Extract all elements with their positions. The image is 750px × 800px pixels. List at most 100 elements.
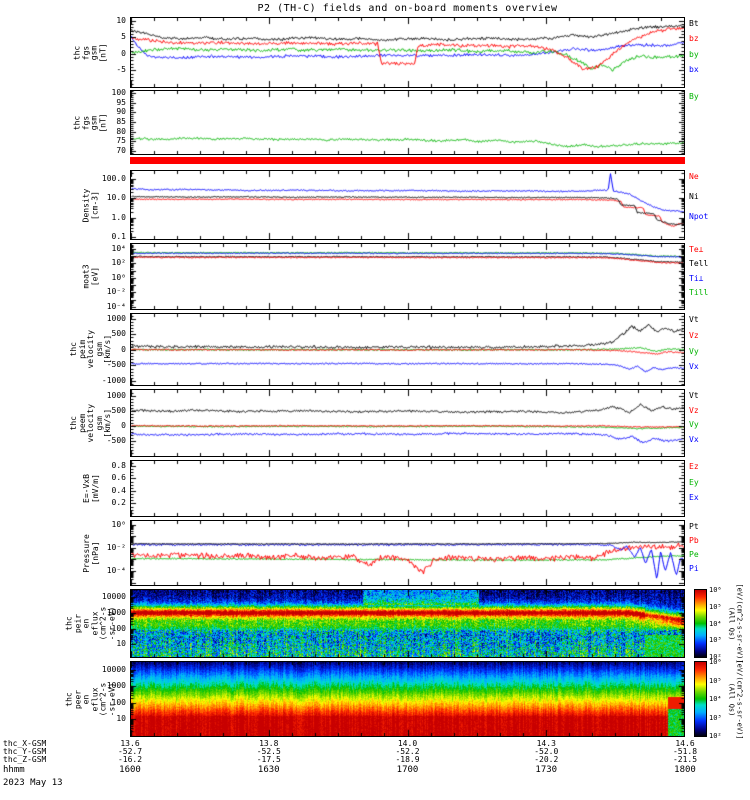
- ylabel-efield: E=-VxB [mV/m]: [76, 460, 106, 517]
- xaxis-value-2-2: -18.9: [395, 755, 420, 764]
- ylabel-text-pressure: Pressure [nPa]: [81, 533, 100, 573]
- ylabel-ele_spec: thc peer en eflux (cm^2-s -sr-eV): [65, 661, 117, 737]
- ytick-label-density-0: 100.0: [101, 173, 126, 183]
- ylabel-text-vi: thc peim velocity gsm [km/s]: [68, 330, 112, 369]
- ylabel-pressure: Pressure [nPa]: [76, 520, 106, 586]
- panel-canvas-temperature: [131, 244, 684, 309]
- colorbar-unit-label-ion_spec: [eV/(cm^2-s-sr-eV)] (All Qs): [722, 583, 748, 663]
- legend-label-temperature-1: Tell: [689, 259, 709, 269]
- panel-efield: [130, 460, 685, 517]
- xaxis-row-label-2: thc_Z-GSM: [3, 755, 47, 764]
- ytick-label-pressure-0: 10⁰: [111, 519, 126, 529]
- panel-ion_spec: [130, 589, 685, 658]
- xaxis-value-0-1: 13.8: [259, 739, 279, 748]
- panel-pressure: [130, 520, 685, 586]
- ytick-label-ve-1: 500: [111, 405, 126, 415]
- panel-vi: [130, 313, 685, 386]
- panel-canvas-ele_spec: [131, 662, 684, 736]
- colorbar-tick-ele_spec-4: 10²: [709, 732, 722, 740]
- colorbar-tick-ion_spec-2: 10⁴: [709, 619, 722, 628]
- ytick-label-ion_spec-1: 1000: [106, 608, 126, 617]
- xaxis-value-3-2: 1700: [396, 765, 419, 775]
- ytick-label-pressure-1: 10⁻²: [106, 542, 126, 552]
- plot-title: P2 (TH-C) fields and on-board moments ov…: [257, 3, 558, 14]
- ytick-label-fgs_offset-2: 90: [116, 107, 126, 117]
- panel-canvas-fgs: [131, 18, 684, 87]
- legend-label-fgs-1: bz: [689, 34, 699, 44]
- ylabel-text-fgs: thc fgs gsm [nT]: [72, 42, 108, 63]
- xaxis-value-0-2: 14.0: [397, 739, 418, 748]
- ytick-label-fgs-2: 0: [121, 48, 126, 58]
- ylabel-text-ve: thc peem velocity gsm [km/s]: [68, 403, 112, 443]
- legend-label-fgs-3: bx: [689, 64, 699, 74]
- legend-label-density-2: Npot: [689, 212, 709, 221]
- legend-label-ve-3: Vx: [689, 434, 699, 444]
- legend-label-temperature-0: Te⊥: [689, 245, 704, 254]
- xaxis-value-1-2: -52.2: [395, 747, 420, 756]
- ytick-label-vi-1: 500: [111, 329, 126, 339]
- ytick-label-fgs_offset-1: 95: [116, 97, 126, 107]
- ytick-label-density-3: 0.1: [111, 232, 126, 242]
- legend-label-ve-1: Vz: [689, 405, 699, 415]
- ylabel-text-fgs_offset: thc fgs gsm [nT]: [72, 112, 108, 133]
- colorbar-tick-ele_spec-2: 10⁴: [709, 695, 722, 703]
- legend-label-temperature-3: Till: [689, 287, 709, 297]
- ylabel-temperature: moat3 [eV]: [76, 243, 106, 310]
- ytick-label-fgs_offset-3: 85: [116, 117, 126, 126]
- colorbar-unit-text-ion_spec: [eV/(cm^2-s-sr-eV)] (All Qs): [728, 583, 744, 664]
- legend-label-density-0: Ne: [689, 172, 699, 181]
- xaxis-value-2-1: -17.5: [256, 755, 281, 764]
- roi-bar: [130, 157, 685, 164]
- xaxis-row-label-0: thc_X-GSM: [3, 739, 47, 748]
- ytick-label-temperature-0: 10⁴: [111, 244, 126, 254]
- panel-ele_spec: [130, 661, 685, 737]
- colorbar-ion_spec: [694, 589, 707, 658]
- colorbar-tick-ion_spec-4: 10²: [709, 653, 722, 661]
- ytick-label-temperature-2: 10⁰: [111, 272, 126, 282]
- legend-label-pressure-2: Pe: [689, 550, 699, 559]
- colorbar-canvas-ele_spec: [695, 662, 706, 736]
- legend-label-efield-1: Ey: [689, 477, 699, 487]
- colorbar-tick-ion_spec-1: 10⁵: [709, 602, 722, 611]
- legend-label-vi-3: Vx: [689, 362, 699, 372]
- ytick-label-temperature-1: 10²: [111, 258, 126, 268]
- ylabel-text-temperature: moat3 [eV]: [81, 264, 100, 289]
- ytick-label-vi-2: 0: [121, 344, 126, 354]
- ytick-label-temperature-3: 10⁻²: [106, 287, 126, 297]
- colorbar-tick-ion_spec-3: 10³: [709, 636, 722, 645]
- ytick-label-ve-3: -500: [106, 435, 126, 445]
- panel-canvas-ion_spec: [131, 590, 684, 657]
- panel-canvas-pressure: [131, 521, 684, 585]
- ytick-label-vi-4: -1000: [101, 376, 126, 386]
- ylabel-fgs: thc fgs gsm [nT]: [72, 17, 108, 88]
- ytick-label-ele_spec-3: 10: [116, 714, 126, 724]
- xaxis-value-0-4: 14.6: [675, 739, 695, 748]
- colorbar-tick-ele_spec-3: 10³: [709, 713, 722, 722]
- xaxis-value-1-0: -52.7: [117, 747, 143, 756]
- xaxis-value-3-1: 1630: [257, 765, 280, 775]
- xaxis-value-0-3: 14.3: [536, 739, 556, 748]
- ytick-label-density-2: 1.0: [111, 212, 126, 222]
- ytick-label-fgs_offset-5: 75: [116, 136, 126, 146]
- legend-label-fgs_offset-0: By: [689, 92, 699, 101]
- ylabel-text-efield: E=-VxB [mV/m]: [81, 474, 100, 503]
- ylabel-ve: thc peem velocity gsm [km/s]: [69, 389, 112, 457]
- colorbar-tick-ion_spec-0: 10⁶: [709, 586, 722, 594]
- ytick-label-fgs-0: 10: [116, 15, 126, 25]
- xaxis-value-2-3: -20.2: [534, 755, 559, 764]
- ylabel-ion_spec: thc peir en eflux (cm^2-s -sr-eV): [65, 589, 117, 658]
- ytick-label-ve-0: 1000: [106, 390, 126, 400]
- xaxis-value-1-1: -52.5: [256, 747, 281, 756]
- panel-density: [130, 170, 685, 240]
- ylabel-vi: thc peim velocity gsm [km/s]: [69, 313, 112, 386]
- colorbar-ele_spec: [694, 661, 707, 737]
- legend-label-density-1: Ni: [689, 192, 699, 201]
- xaxis-row-label-1: thc_Y-GSM: [3, 747, 47, 756]
- panel-temperature: [130, 243, 685, 310]
- ytick-label-pressure-2: 10⁻⁴: [106, 566, 126, 576]
- legend-label-ve-0: Vt: [689, 391, 699, 400]
- legend-label-vi-2: Vy: [689, 346, 699, 356]
